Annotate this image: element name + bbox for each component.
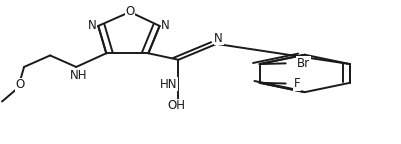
Text: NH: NH (69, 69, 87, 82)
Text: N: N (88, 19, 97, 32)
Text: F: F (294, 77, 300, 90)
Text: O: O (15, 78, 25, 91)
Text: N: N (161, 19, 170, 32)
Text: OH: OH (168, 99, 185, 112)
Text: Br: Br (297, 57, 310, 70)
Text: O: O (125, 5, 135, 18)
Text: HN: HN (160, 78, 177, 91)
Text: N: N (214, 32, 223, 45)
